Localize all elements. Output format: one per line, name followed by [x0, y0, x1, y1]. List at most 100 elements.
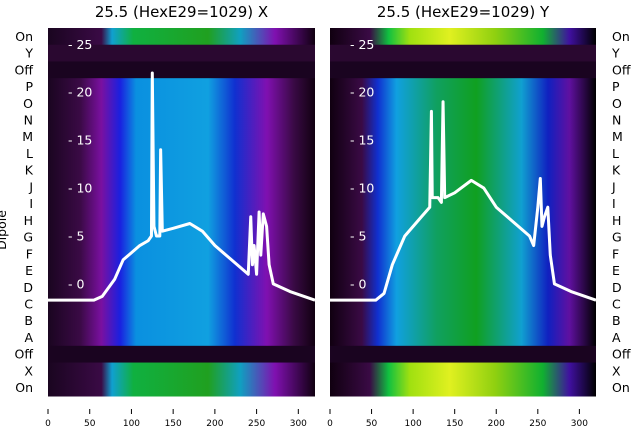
row-label: Off — [15, 62, 34, 77]
row-label: N — [612, 113, 621, 128]
row-label: H — [24, 213, 33, 228]
row-label: Off — [612, 347, 631, 362]
row-label: I — [29, 196, 33, 211]
x-tick-label: 100 — [405, 419, 422, 429]
row-label: M — [22, 129, 33, 144]
heatmap-row — [48, 212, 315, 230]
row-label: C — [24, 297, 33, 312]
x-tick-label: 0 — [327, 419, 333, 429]
y-tick-label: - 0 — [350, 276, 366, 291]
heatmap-row — [330, 44, 596, 62]
x-tick-label: 100 — [123, 419, 140, 429]
row-label: X — [612, 363, 621, 378]
row-label: P — [25, 79, 33, 94]
heatmap-row — [330, 362, 596, 380]
x-tick-label: 150 — [165, 419, 182, 429]
heatmap-row — [48, 295, 315, 313]
heatmap-row — [330, 195, 596, 213]
row-label: E — [612, 263, 620, 278]
row-label: On — [15, 29, 33, 44]
chart-title: 25.5 (HexE29=1029) Y — [377, 3, 550, 21]
heatmap-row — [330, 161, 596, 180]
row-label: H — [612, 213, 621, 228]
heatmap-row — [330, 295, 596, 313]
heatmap-row — [330, 379, 596, 397]
chart-title: 25.5 (HexE29=1029) X — [95, 3, 268, 21]
row-label: F — [612, 246, 619, 261]
row-label: I — [612, 196, 616, 211]
heatmap-row — [48, 262, 315, 280]
x-tick-label: 150 — [446, 419, 463, 429]
row-label: D — [23, 280, 33, 295]
heatmap-row — [48, 128, 315, 146]
heatmap-row — [48, 145, 315, 163]
heatmap-row — [48, 178, 315, 196]
heatmap-row — [330, 312, 596, 330]
row-label: O — [612, 96, 622, 111]
row-label: N — [24, 113, 33, 128]
row-label: J — [28, 179, 33, 194]
row-label: On — [612, 380, 630, 395]
x-tick-label: 200 — [488, 419, 505, 429]
row-label: E — [25, 263, 33, 278]
y-axis-label: Dipole — [0, 210, 9, 250]
heatmap-row — [48, 362, 315, 380]
heatmap-row — [48, 278, 315, 297]
row-label: A — [24, 330, 33, 345]
heatmap-row — [48, 161, 315, 180]
heatmap-row — [330, 329, 596, 347]
y-tick-label: - 10 — [350, 181, 374, 196]
heatmap-row — [330, 345, 596, 364]
y-tick-label: - 20 — [68, 85, 92, 100]
y-tick-label: - 0 — [68, 276, 84, 291]
heatmap-row — [48, 228, 315, 246]
row-label: L — [26, 146, 33, 161]
row-label: K — [612, 163, 621, 178]
row-label: C — [612, 297, 621, 312]
row-label: B — [24, 313, 33, 328]
heatmap-row — [48, 329, 315, 347]
y-tick-label: - 15 — [68, 133, 92, 148]
signal-line — [330, 100, 597, 302]
heatmap-row — [330, 145, 596, 163]
row-label: L — [612, 146, 619, 161]
x-tick-label: 0 — [45, 419, 51, 429]
row-label: Y — [611, 46, 620, 61]
x-tick-label: 250 — [248, 419, 265, 429]
y-tick-label: - 5 — [68, 228, 84, 243]
heatmap-row — [48, 28, 315, 46]
heatmap-row — [330, 228, 596, 246]
x-tick-label: 50 — [366, 419, 378, 429]
heatmap-row — [330, 262, 596, 280]
x-tick-label: 250 — [529, 419, 546, 429]
row-label: X — [24, 363, 33, 378]
x-tick-label: 300 — [290, 419, 307, 429]
row-label: M — [612, 129, 623, 144]
row-label: J — [611, 179, 616, 194]
row-label: Off — [612, 62, 631, 77]
heatmap-row — [48, 379, 315, 397]
row-label: G — [23, 230, 33, 245]
row-label: Y — [24, 46, 33, 61]
heatmap-row — [48, 111, 315, 129]
heatmap-row — [330, 111, 596, 129]
heatmap-row — [330, 78, 596, 96]
row-label: G — [612, 230, 622, 245]
heatmap-row — [330, 212, 596, 230]
heatmap-row — [330, 61, 596, 79]
y-tick-label: - 20 — [350, 85, 374, 100]
heatmap-row — [330, 28, 596, 46]
x-tick-label: 50 — [84, 419, 96, 429]
heatmap-row — [330, 245, 596, 263]
y-tick-label: - 25 — [350, 37, 374, 52]
row-label: B — [612, 313, 621, 328]
row-label: K — [25, 163, 34, 178]
y-tick-label: - 5 — [350, 228, 366, 243]
row-label: A — [612, 330, 621, 345]
row-label: Off — [15, 347, 34, 362]
y-tick-label: - 15 — [350, 133, 374, 148]
signal-line — [48, 71, 316, 302]
row-label: On — [15, 380, 33, 395]
